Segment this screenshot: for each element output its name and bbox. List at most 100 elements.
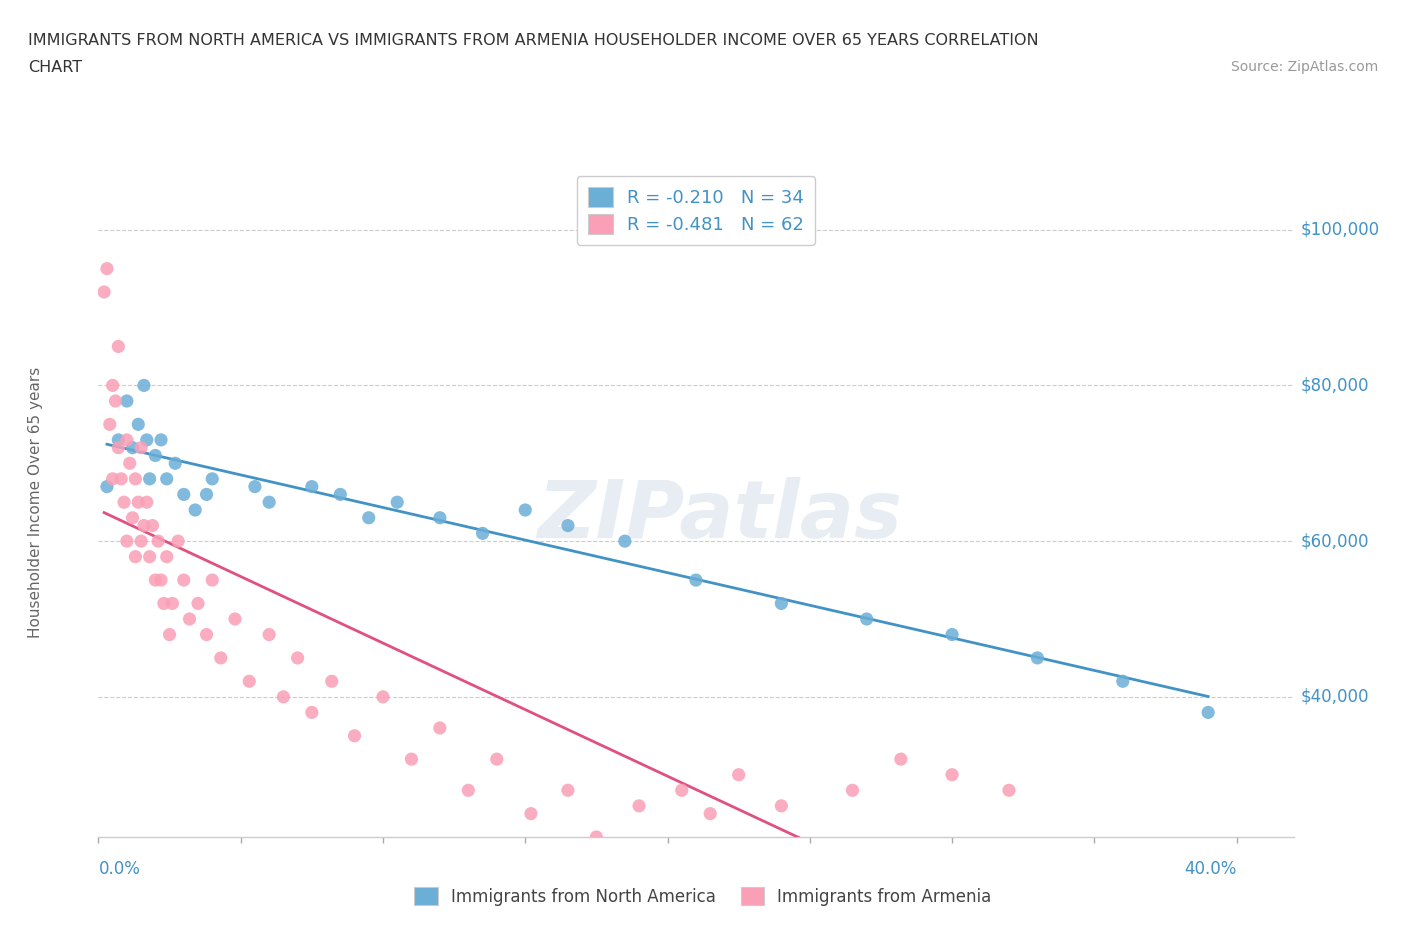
Point bbox=[457, 783, 479, 798]
Point bbox=[132, 378, 155, 392]
Text: CHART: CHART bbox=[28, 60, 82, 75]
Point bbox=[156, 472, 179, 486]
Point bbox=[257, 495, 280, 510]
Text: $100,000: $100,000 bbox=[1301, 220, 1379, 239]
Point bbox=[132, 518, 155, 533]
Point bbox=[159, 627, 181, 642]
Point bbox=[770, 799, 793, 814]
Point bbox=[287, 650, 309, 665]
Point bbox=[167, 534, 190, 549]
Point bbox=[195, 627, 218, 642]
Point bbox=[329, 487, 352, 502]
Point bbox=[520, 806, 543, 821]
Text: Source: ZipAtlas.com: Source: ZipAtlas.com bbox=[1230, 60, 1378, 74]
Point bbox=[371, 689, 394, 704]
Point bbox=[153, 596, 176, 611]
Point bbox=[118, 456, 141, 471]
Point bbox=[121, 511, 143, 525]
Point bbox=[150, 432, 173, 447]
Point bbox=[941, 627, 963, 642]
Point bbox=[98, 417, 121, 432]
Point bbox=[1112, 674, 1135, 689]
Point bbox=[156, 550, 179, 565]
Point bbox=[343, 728, 366, 743]
Point bbox=[195, 487, 218, 502]
Point bbox=[173, 487, 195, 502]
Text: IMMIGRANTS FROM NORTH AMERICA VS IMMIGRANTS FROM ARMENIA HOUSEHOLDER INCOME OVER: IMMIGRANTS FROM NORTH AMERICA VS IMMIGRA… bbox=[28, 33, 1039, 47]
Point bbox=[841, 783, 863, 798]
Point bbox=[515, 502, 537, 517]
Point bbox=[301, 705, 323, 720]
Point bbox=[685, 573, 707, 588]
Point bbox=[301, 479, 323, 494]
Point bbox=[209, 650, 232, 665]
Point bbox=[165, 456, 187, 471]
Point bbox=[96, 261, 118, 276]
Point bbox=[1197, 705, 1219, 720]
Point bbox=[321, 674, 343, 689]
Text: $60,000: $60,000 bbox=[1301, 532, 1369, 551]
Point bbox=[115, 432, 138, 447]
Point bbox=[127, 495, 149, 510]
Point bbox=[143, 448, 166, 463]
Point bbox=[699, 806, 721, 821]
Point bbox=[93, 285, 115, 299]
Legend: Immigrants from North America, Immigrants from Armenia: Immigrants from North America, Immigrant… bbox=[408, 881, 998, 912]
Point bbox=[890, 751, 912, 766]
Point bbox=[96, 479, 118, 494]
Point bbox=[855, 612, 877, 627]
Point bbox=[138, 472, 160, 486]
Point bbox=[585, 830, 607, 844]
Point bbox=[135, 495, 157, 510]
Point bbox=[628, 799, 651, 814]
Text: 40.0%: 40.0% bbox=[1184, 860, 1237, 878]
Point bbox=[110, 472, 132, 486]
Point bbox=[187, 596, 209, 611]
Point bbox=[429, 721, 451, 736]
Point bbox=[471, 525, 494, 540]
Point bbox=[124, 472, 146, 486]
Point bbox=[224, 612, 246, 627]
Point bbox=[112, 495, 135, 510]
Point bbox=[104, 393, 127, 408]
Point bbox=[150, 573, 173, 588]
Point bbox=[1026, 650, 1049, 665]
Point bbox=[184, 502, 207, 517]
Text: Householder Income Over 65 years: Householder Income Over 65 years bbox=[28, 366, 42, 638]
Text: $80,000: $80,000 bbox=[1301, 377, 1369, 394]
Point bbox=[941, 767, 963, 782]
Point bbox=[179, 612, 201, 627]
Point bbox=[101, 472, 124, 486]
Point bbox=[121, 440, 143, 455]
Point bbox=[998, 783, 1021, 798]
Point bbox=[257, 627, 280, 642]
Point bbox=[485, 751, 508, 766]
Point bbox=[124, 550, 146, 565]
Point bbox=[135, 432, 157, 447]
Text: ZIPatlas: ZIPatlas bbox=[537, 476, 903, 554]
Point bbox=[401, 751, 423, 766]
Point bbox=[557, 783, 579, 798]
Point bbox=[162, 596, 184, 611]
Point bbox=[129, 534, 152, 549]
Point bbox=[143, 573, 166, 588]
Point bbox=[238, 674, 260, 689]
Point bbox=[385, 495, 409, 510]
Point bbox=[115, 393, 138, 408]
Point bbox=[173, 573, 195, 588]
Point bbox=[107, 432, 129, 447]
Point bbox=[770, 596, 793, 611]
Point bbox=[148, 534, 170, 549]
Point bbox=[129, 440, 152, 455]
Point bbox=[727, 767, 749, 782]
Point bbox=[127, 417, 149, 432]
Point bbox=[429, 511, 451, 525]
Point bbox=[107, 339, 129, 354]
Point bbox=[273, 689, 295, 704]
Point bbox=[557, 518, 579, 533]
Legend: R = -0.210   N = 34, R = -0.481   N = 62: R = -0.210 N = 34, R = -0.481 N = 62 bbox=[576, 177, 815, 246]
Point bbox=[357, 511, 380, 525]
Point bbox=[115, 534, 138, 549]
Point bbox=[138, 550, 160, 565]
Point bbox=[201, 472, 224, 486]
